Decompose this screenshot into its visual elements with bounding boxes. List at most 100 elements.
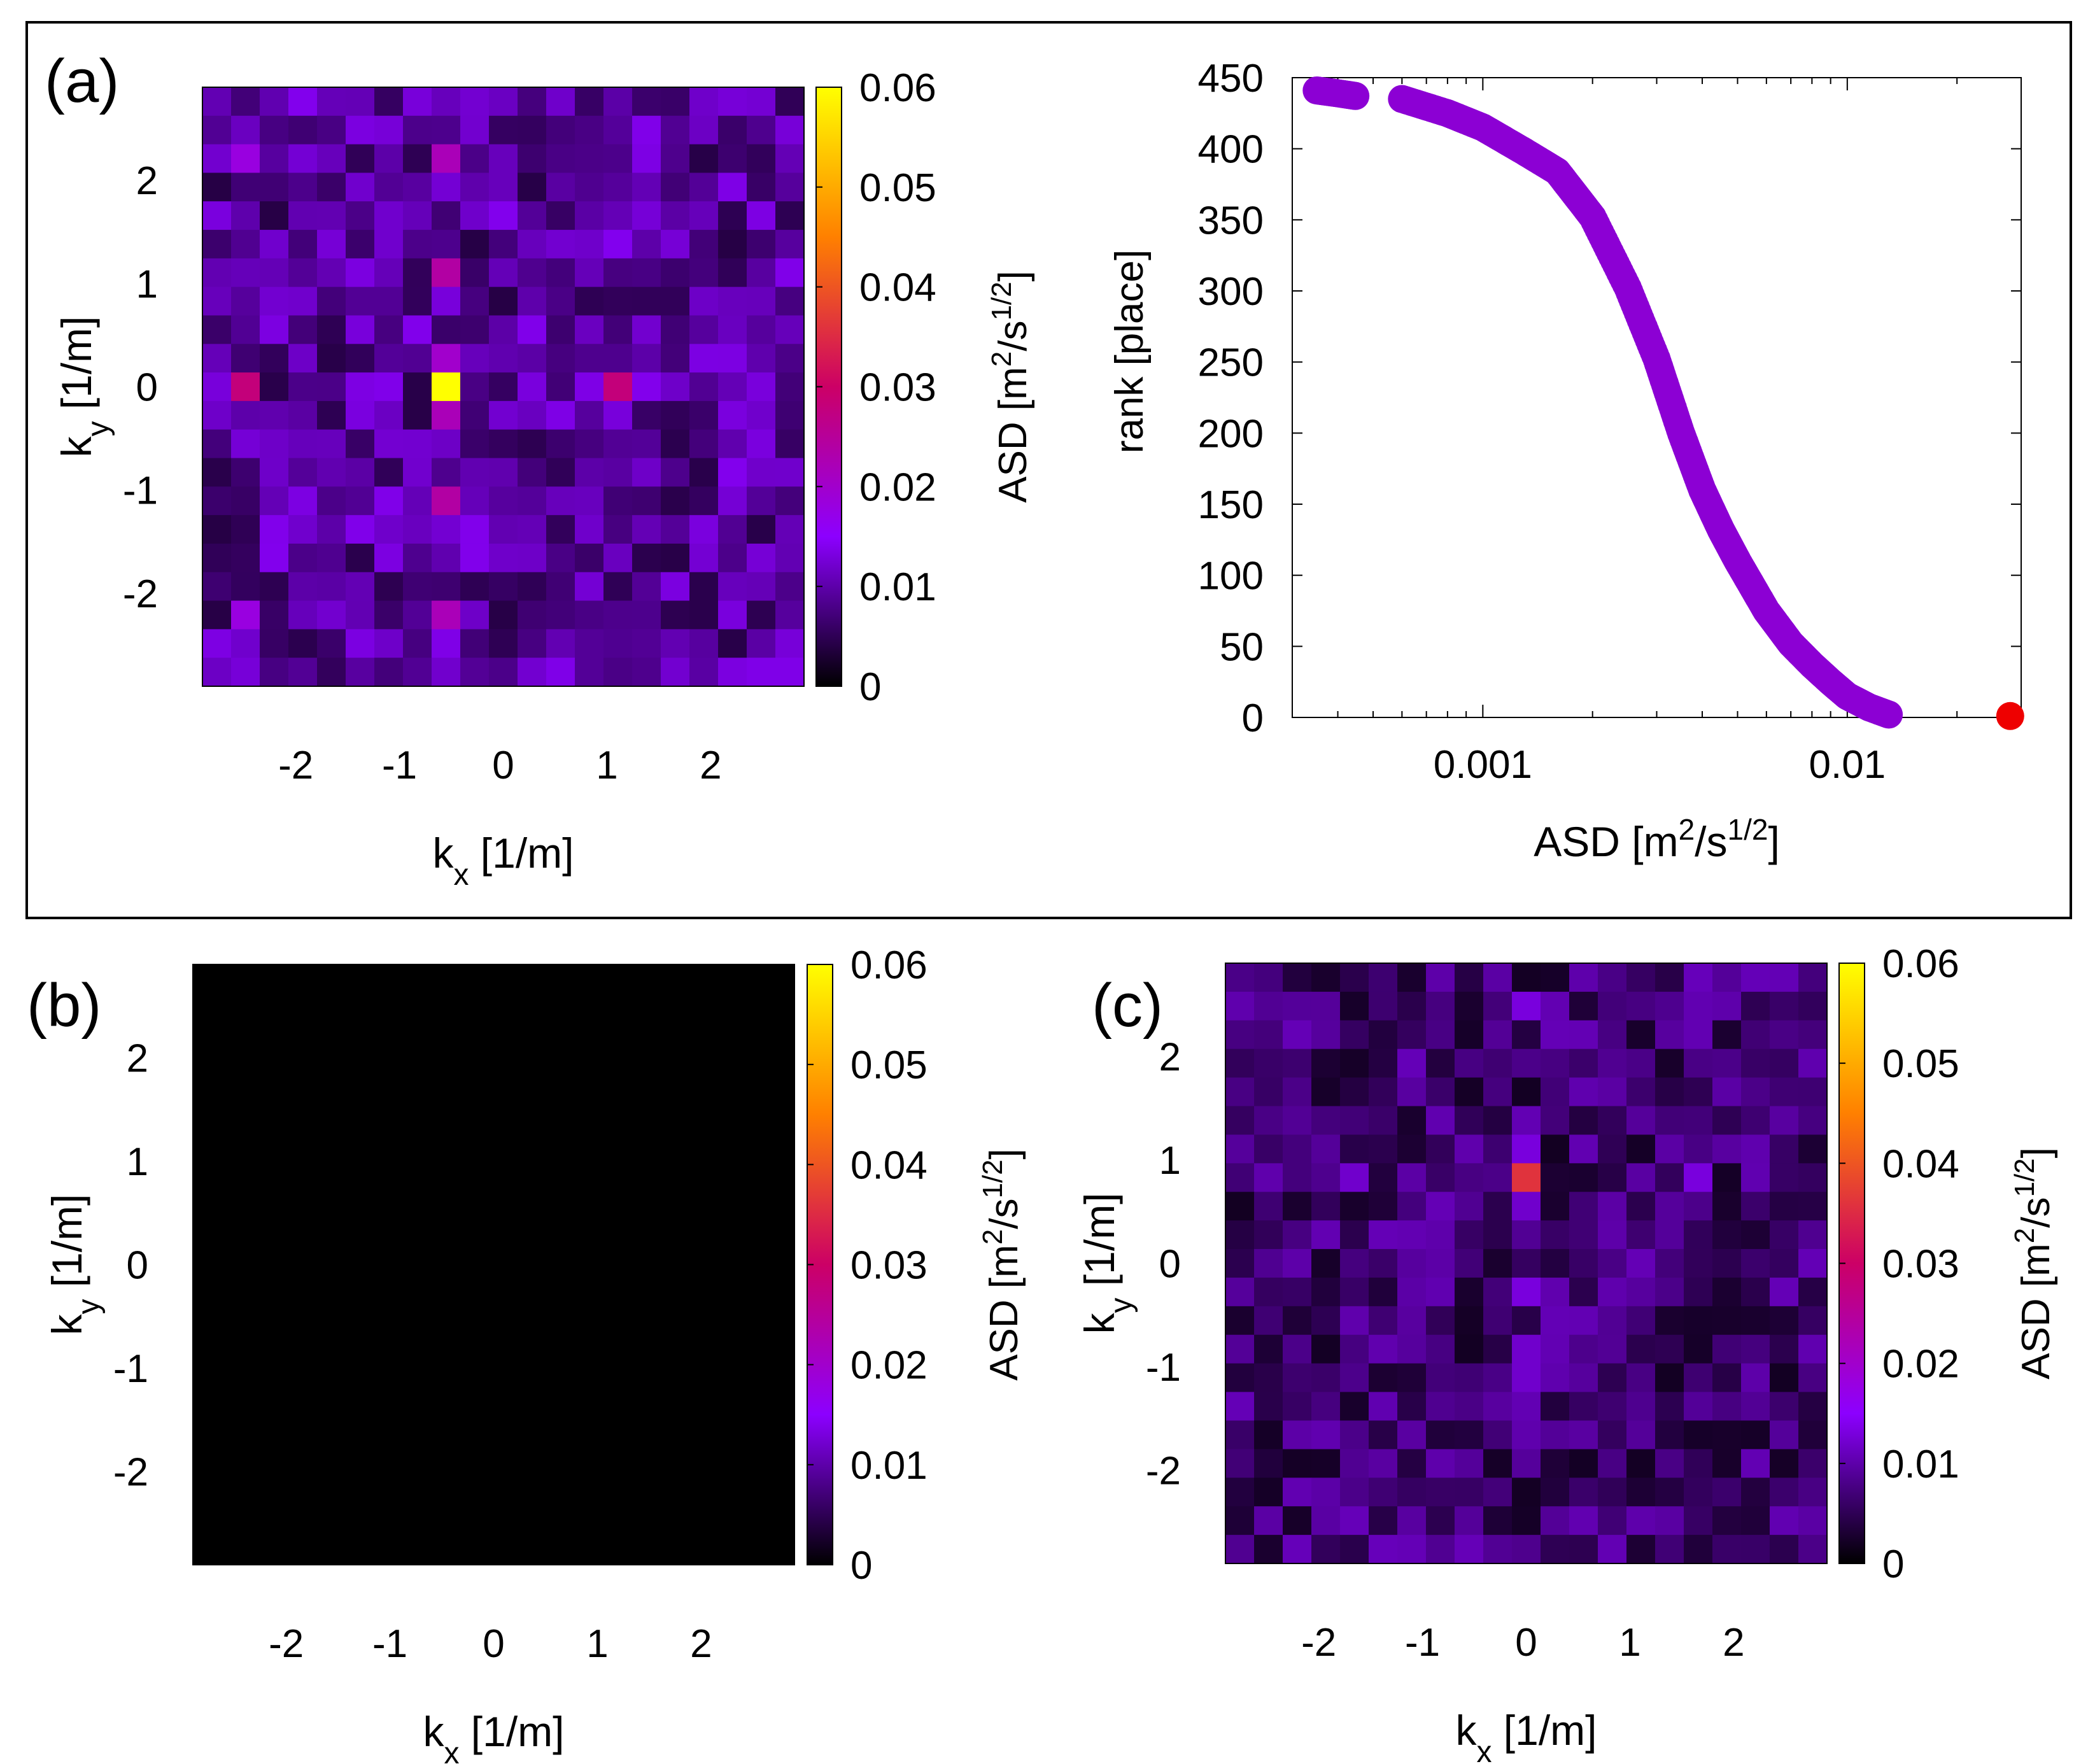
heatmap-cell [537, 1164, 566, 1194]
heatmap-cell [202, 429, 232, 459]
heatmap-cell [279, 1164, 308, 1194]
heatmap-cell [661, 286, 690, 316]
heatmap-cell [374, 600, 404, 630]
heatmap-cell [565, 1164, 595, 1194]
heatmap-cell [575, 600, 604, 630]
heatmap-border [202, 87, 805, 687]
heatmap-cell [718, 658, 747, 687]
heatmap-cell [718, 173, 747, 202]
heatmap-cell [775, 344, 805, 373]
heatmap-cell [1541, 1220, 1570, 1250]
heatmap-cell [508, 1450, 537, 1479]
heatmap-cell [1483, 1363, 1513, 1393]
heatmap-cell [1311, 1449, 1341, 1478]
heatmap-cell [766, 1250, 795, 1280]
heatmap-cell [737, 1393, 766, 1423]
heatmap-cell [594, 1364, 623, 1394]
heatmap-cell [1684, 1249, 1713, 1278]
heatmap-cell [718, 629, 747, 658]
x-tick-label: 1 [1619, 1621, 1640, 1665]
heatmap-cell [661, 629, 690, 658]
heatmap-cell [460, 600, 490, 630]
heatmap-cell [1569, 1506, 1598, 1535]
heatmap-cell [1598, 1220, 1627, 1250]
heatmap-cell [1598, 991, 1627, 1021]
heatmap-cell [307, 1336, 337, 1365]
heatmap-cell [766, 1136, 795, 1165]
heatmap-cell [451, 1136, 480, 1165]
heatmap-cell [403, 572, 432, 602]
heatmap-cell [603, 201, 633, 230]
heatmap-cell [565, 1336, 595, 1365]
heatmap-cell [288, 458, 318, 487]
heatmap-cell [1598, 1535, 1627, 1564]
heatmap-cell [1770, 1220, 1799, 1250]
heatmap-cell [336, 1078, 365, 1108]
heatmap-cell [1455, 1478, 1484, 1507]
heatmap-cell [1626, 1277, 1656, 1307]
heatmap-cell [336, 1307, 365, 1337]
heatmap-cell [1712, 1134, 1742, 1164]
heatmap-cell [747, 258, 776, 288]
heatmap-cell [775, 400, 805, 430]
heatmap-cell [661, 572, 690, 602]
heatmap-cell [518, 230, 547, 259]
heatmap-cell [1684, 1020, 1713, 1050]
heatmap-cell [603, 286, 633, 316]
heatmap-cell [575, 201, 604, 230]
heatmap-cell [1798, 1506, 1828, 1535]
heatmap-cell [250, 1450, 279, 1479]
heatmap-cell [422, 992, 451, 1022]
heatmap-cell [193, 1021, 222, 1051]
heatmap-cell [1254, 1106, 1283, 1136]
heatmap-cell [432, 115, 461, 145]
heatmap-cell [222, 1193, 251, 1222]
heatmap-cell [737, 1364, 766, 1394]
heatmap-cell [1283, 963, 1312, 992]
heatmap-cell [1798, 1134, 1828, 1164]
heatmap-cell [489, 87, 518, 116]
heatmap-cell [575, 115, 604, 145]
colorbar-label-mid: /s [982, 1199, 1026, 1229]
heatmap-cell [575, 658, 604, 687]
heatmap-cell [537, 1336, 566, 1365]
heatmap-cell [193, 992, 222, 1022]
heatmap-cell [737, 1021, 766, 1051]
heatmap-cell [537, 1050, 566, 1080]
heatmap-cell [594, 1393, 623, 1423]
heatmap-cell [250, 1536, 279, 1565]
heatmap-cell [422, 1536, 451, 1565]
heatmap-cell [1397, 1506, 1427, 1535]
heatmap-cell [1626, 963, 1656, 992]
heatmap-cell [737, 1164, 766, 1194]
heatmap-cell [1798, 1420, 1828, 1450]
heatmap-cell [1426, 1535, 1455, 1564]
heatmap-cell [565, 964, 595, 994]
heatmap-cell [1598, 1106, 1627, 1136]
heatmap-cell [479, 1078, 509, 1108]
y-axis-label: ky [1/m] [53, 316, 115, 457]
heatmap-cell [709, 1250, 738, 1280]
heatmap-cell [1684, 991, 1713, 1021]
heatmap-cell [1254, 1449, 1283, 1478]
heatmap-cell [1254, 1506, 1283, 1535]
heatmap-cell [432, 572, 461, 602]
heatmap-cell [1655, 1334, 1684, 1364]
heatmap-cell [680, 1507, 709, 1537]
heatmap-cell [689, 173, 719, 202]
heatmap-cell [689, 115, 719, 145]
heatmap-cell [1340, 1334, 1369, 1364]
heatmap-cell [747, 286, 776, 316]
heatmap-cell [1455, 1535, 1484, 1564]
heatmap-cell [1225, 1334, 1255, 1364]
heatmap-cell [766, 1393, 795, 1423]
heatmap-cell [632, 658, 661, 687]
heatmap-cell [632, 315, 661, 344]
heatmap-cell [766, 1193, 795, 1222]
heatmap-cell [737, 1479, 766, 1508]
heatmap-cell [317, 230, 346, 259]
heatmap-cell [222, 1507, 251, 1537]
heatmap-cell [632, 173, 661, 202]
heatmap-cell [766, 1450, 795, 1479]
heatmap-cell [1426, 1077, 1455, 1107]
